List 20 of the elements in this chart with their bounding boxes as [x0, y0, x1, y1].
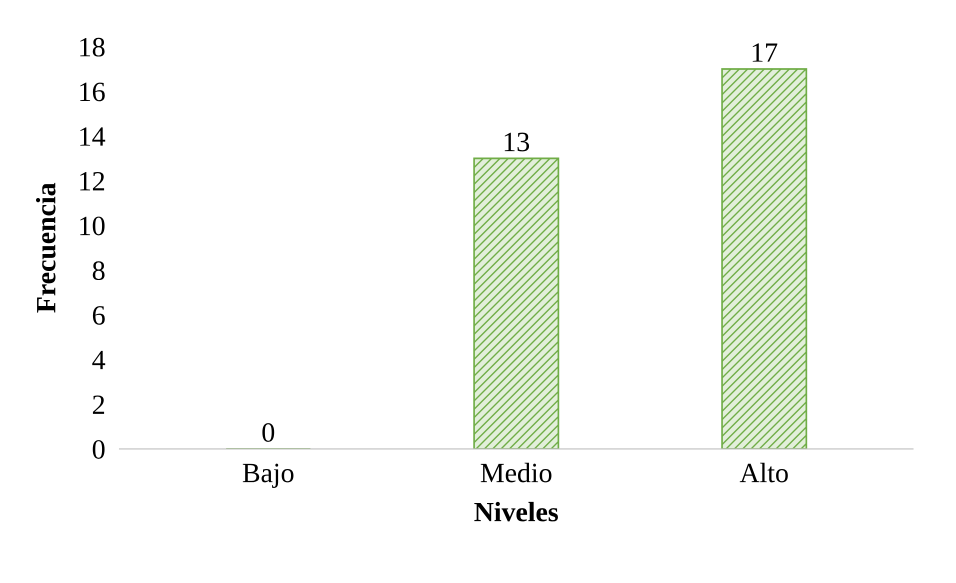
y-tick-label: 12 — [80, 172, 104, 190]
x-tick-label: Bajo — [242, 464, 294, 488]
y-tick-label: 16 — [80, 82, 105, 102]
y-tick-label: 2 — [92, 395, 104, 414]
data-label: 13 — [504, 132, 530, 152]
y-tick-label: 6 — [92, 306, 105, 325]
bar — [721, 68, 808, 449]
y-axis-title: Frecuencia — [36, 182, 56, 313]
data-label: 0 — [262, 423, 274, 442]
data-label: 17 — [752, 43, 778, 62]
y-tick-label: 18 — [80, 38, 105, 57]
bar — [473, 158, 560, 449]
y-tick-label: 14 — [80, 127, 106, 146]
y-tick-label: 0 — [92, 440, 105, 459]
x-tick-label: Medio — [480, 462, 552, 482]
y-tick-label: 10 — [80, 216, 105, 236]
x-tick-label: Alto — [740, 462, 788, 482]
x-axis-title: Niveles — [474, 502, 558, 522]
y-tick-label: 4 — [92, 350, 106, 370]
y-tick-label: 8 — [92, 261, 105, 280]
